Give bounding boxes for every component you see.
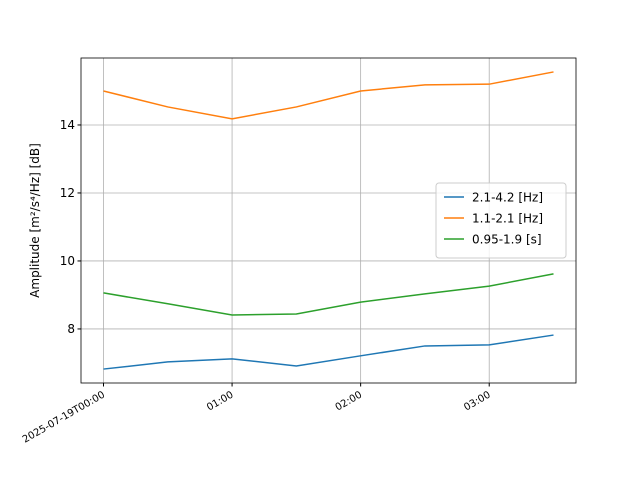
data-line bbox=[103, 334, 554, 370]
legend-label: 0.95-1.9 [s] bbox=[472, 233, 542, 247]
legend-label: 2.1-4.2 [Hz] bbox=[472, 191, 543, 205]
plot-frame bbox=[80, 57, 577, 384]
y-tick-label: 14 bbox=[60, 118, 75, 132]
legend-box bbox=[435, 182, 567, 259]
legend-label: 1.1-2.1 [Hz] bbox=[472, 212, 543, 226]
data-line bbox=[103, 273, 554, 316]
y-axis-label: Amplitude [m²/s⁴/Hz] [dB] bbox=[28, 143, 42, 298]
data-line bbox=[103, 71, 554, 120]
y-tick-label: 8 bbox=[67, 322, 75, 336]
y-tick-label: 12 bbox=[60, 186, 75, 200]
y-tick-label: 10 bbox=[60, 254, 75, 268]
